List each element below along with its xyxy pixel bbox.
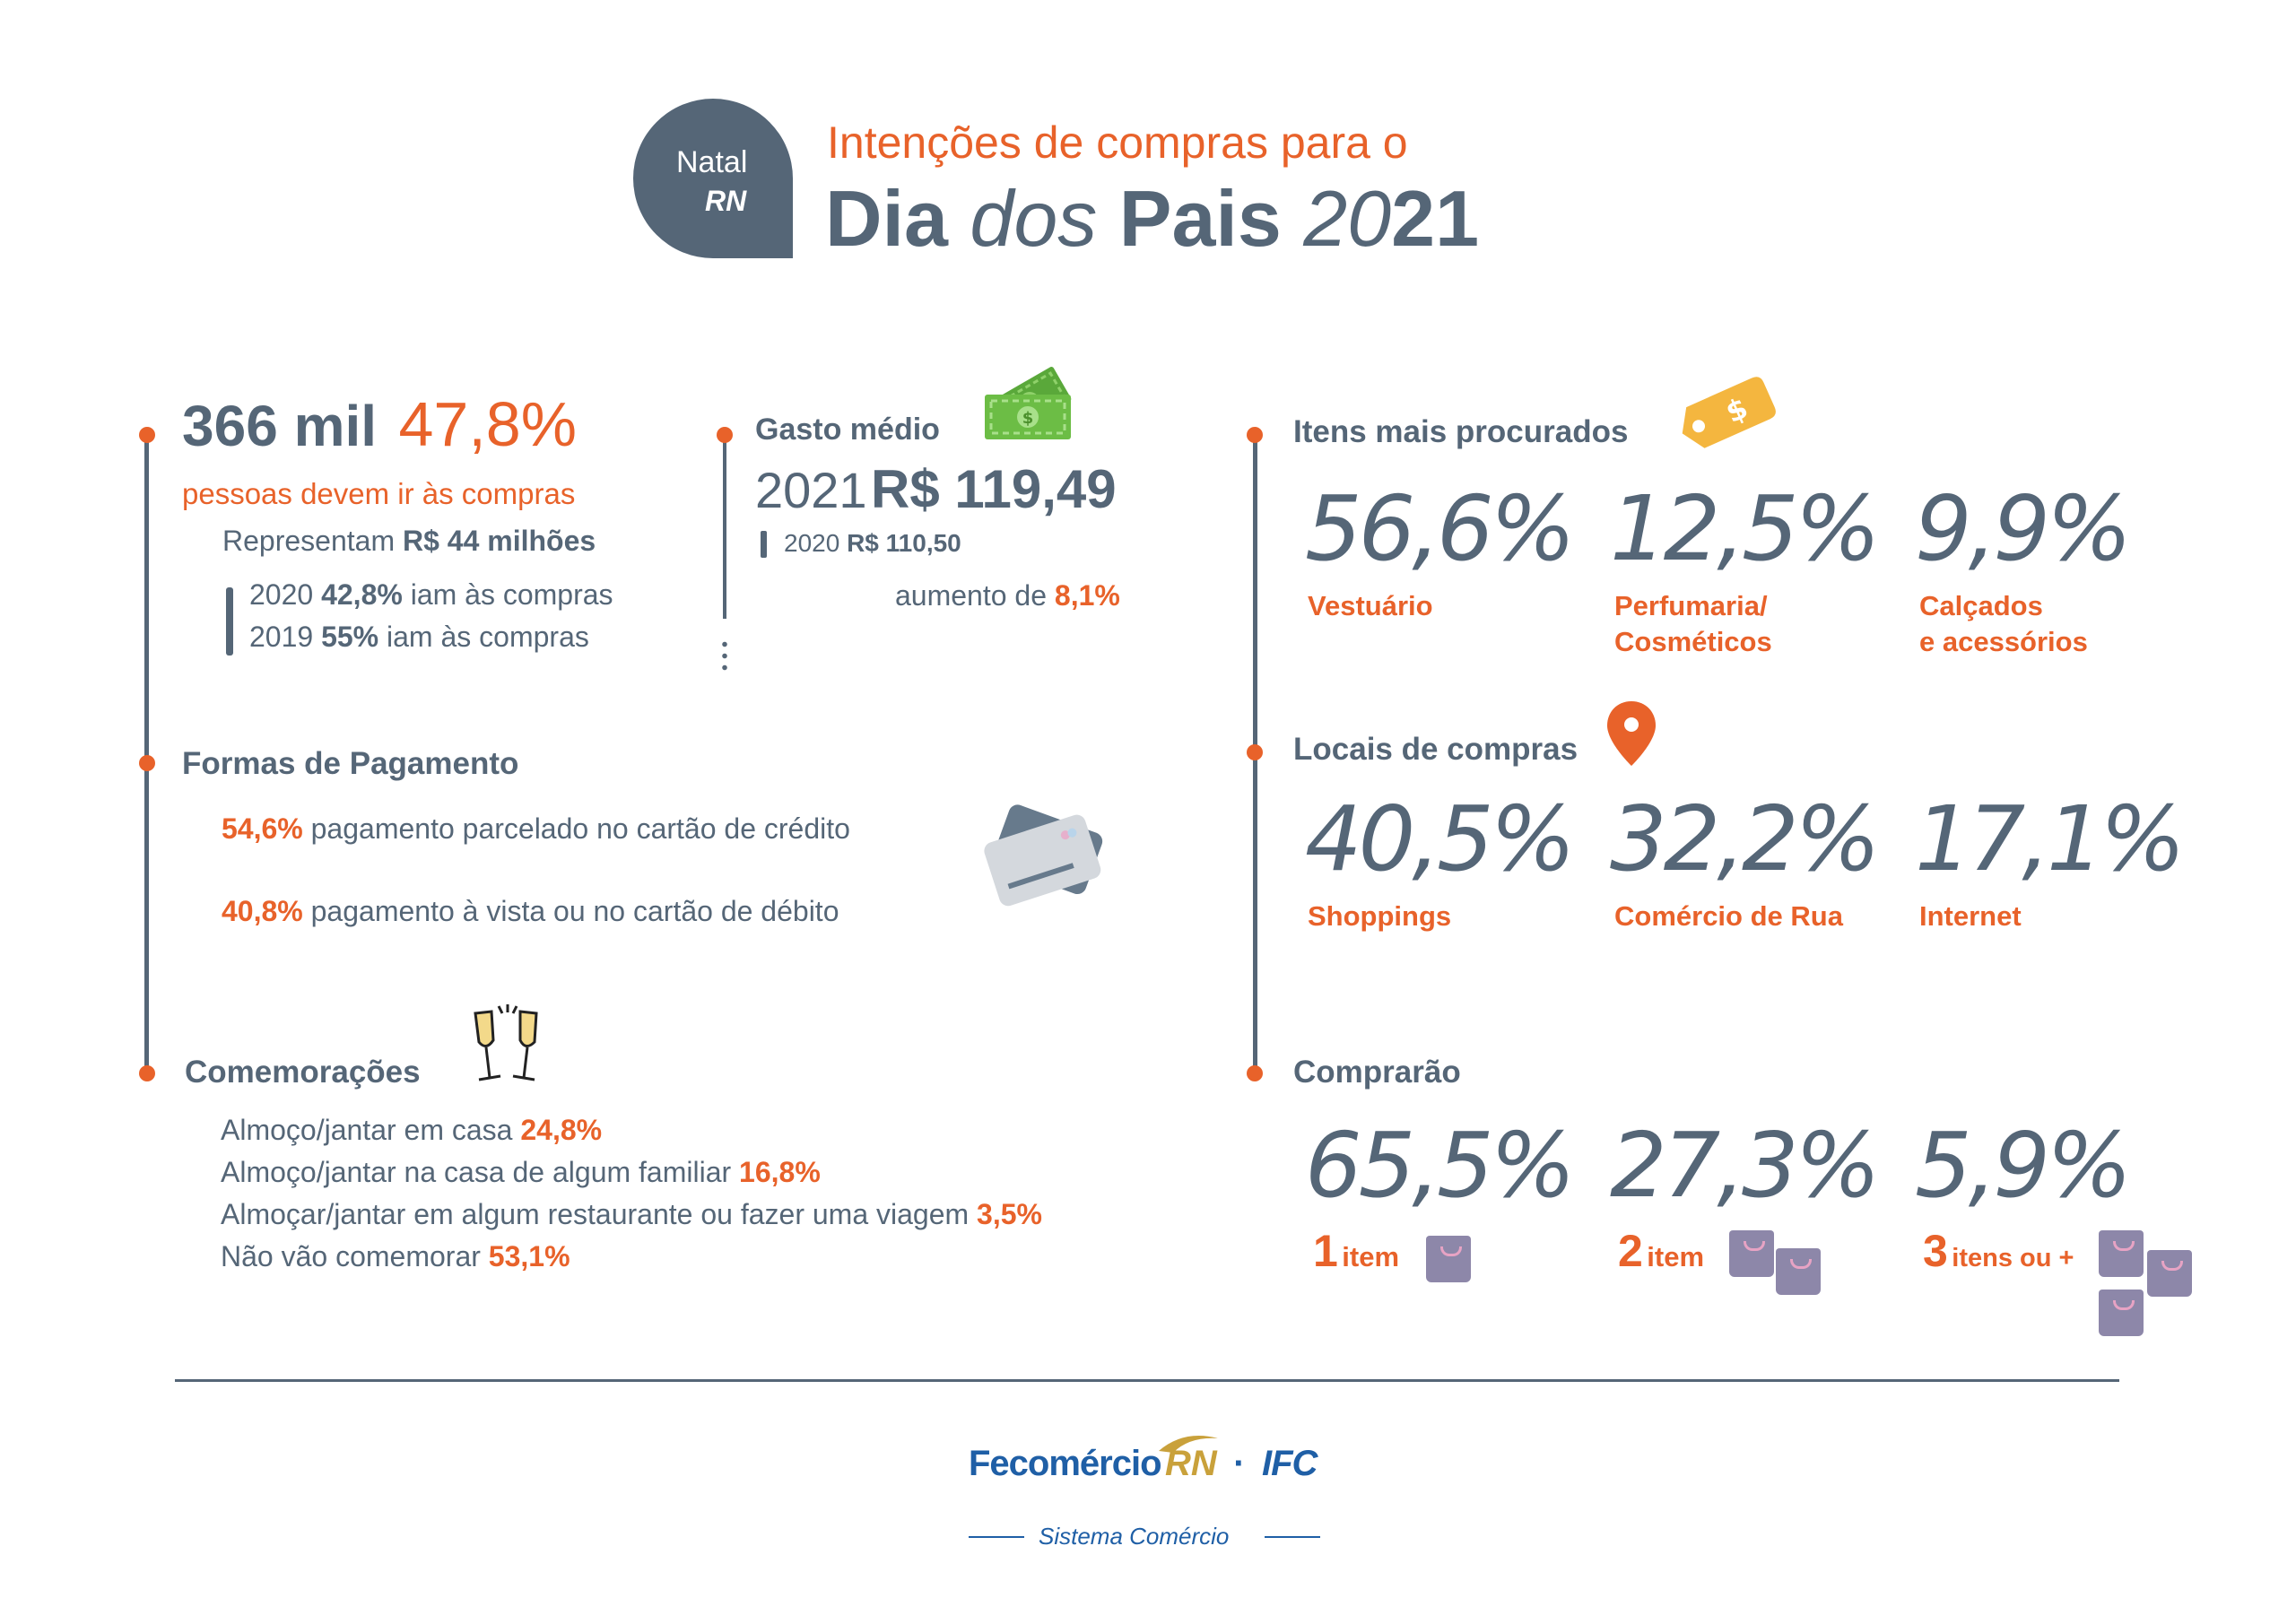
celebration-item: Almoço/jantar na casa de algum familiar … — [221, 1156, 821, 1188]
tagline-line-right — [1265, 1536, 1320, 1538]
items-label: Vestuário — [1308, 590, 1433, 621]
places-pct: 40,5% — [1305, 786, 1576, 891]
people-count: 366 mil — [182, 394, 378, 458]
items-pct: 12,5% — [1610, 476, 1881, 581]
buy-pct: 5,9% — [1915, 1113, 2132, 1218]
city-badge: Natal RN — [633, 99, 793, 258]
timeline-dot — [1247, 1065, 1263, 1081]
buy-label: 1 item — [1313, 1226, 1400, 1276]
logo-separator: · — [1233, 1444, 1246, 1483]
shopping-bag-icon — [1729, 1230, 1774, 1277]
items-title: Itens mais procurados — [1293, 414, 1629, 449]
history-2019: 2019 55% iam às compras — [249, 621, 589, 653]
people-represent: Representam R$ 44 milhões — [222, 525, 596, 557]
celebration-item: Almoço/jantar em casa 24,8% — [221, 1114, 603, 1146]
spend-timeline-dots — [722, 638, 727, 674]
buy-title: Comprarão — [1293, 1055, 1461, 1090]
timeline-dot — [139, 427, 155, 443]
page-title: Dia dos Pais 2021 — [825, 174, 1480, 263]
location-pin-icon — [1605, 699, 1657, 772]
footer-divider — [175, 1379, 2119, 1382]
timeline-dot — [139, 1065, 155, 1081]
items-label: Calçados e acessórios — [1919, 590, 2088, 657]
tagline-line-left — [969, 1536, 1024, 1538]
payment-item: 54,6% pagamento parcelado no cartão de c… — [222, 812, 850, 845]
places-title: Locais de compras — [1293, 732, 1578, 767]
items-pct: 9,9% — [1915, 476, 2132, 581]
shopping-bag-icon — [2099, 1230, 2144, 1277]
timeline-dot — [139, 755, 155, 771]
people-headline: 366 mil 47,8% — [182, 393, 577, 456]
timeline-dot — [717, 427, 733, 443]
credit-card-icon — [976, 789, 1110, 928]
timeline-dot — [1247, 744, 1263, 760]
page-subtitle: Intenções de compras para o — [827, 117, 1408, 168]
shopping-bag-icon — [1776, 1248, 1821, 1295]
footer-tagline: Sistema Comércio — [1039, 1523, 1230, 1550]
places-pct: 32,2% — [1610, 786, 1881, 891]
buy-label: 3 itens ou + — [1923, 1226, 2074, 1276]
svg-text:$: $ — [1022, 409, 1034, 428]
champagne-glasses-icon — [466, 1004, 547, 1099]
people-caption: pessoas devem ir às compras — [182, 477, 576, 510]
timeline-dot — [1247, 427, 1263, 443]
items-label: Perfumaria/ Cosméticos — [1614, 590, 1772, 657]
spend-increase: aumento de 8,1% — [895, 579, 1120, 612]
shopping-bag-icon — [1426, 1236, 1471, 1282]
spend-title: Gasto médio — [755, 413, 940, 447]
celebrations-title: Comemorações — [185, 1055, 421, 1090]
spend-2021: 2021 R$ 119,49 — [755, 459, 1117, 519]
buy-label: 2 item — [1618, 1226, 1705, 1276]
badge-state: RN — [705, 185, 747, 217]
places-label: Shoppings — [1308, 900, 1452, 932]
badge-city: Natal — [676, 145, 748, 179]
people-percent: 47,8% — [398, 389, 577, 459]
price-tag-icon: $ — [1672, 360, 1797, 455]
buy-pct: 65,5% — [1305, 1113, 1576, 1218]
spend-timeline-line — [723, 439, 726, 619]
payment-title: Formas de Pagamento — [182, 746, 519, 781]
money-icon: $ — [979, 357, 1080, 451]
fecomercio-logo-text: Fecomércio — [969, 1444, 1162, 1483]
buy-pct: 27,3% — [1610, 1113, 1881, 1218]
shopping-bag-icon — [2147, 1250, 2192, 1297]
places-label: Internet — [1919, 900, 2022, 932]
celebration-item: Almoçar/jantar em algum restaurante ou f… — [221, 1198, 1042, 1230]
history-2020: 2020 42,8% iam às compras — [249, 578, 613, 611]
items-pct: 56,6% — [1305, 476, 1576, 581]
shopping-bag-icon — [2099, 1290, 2144, 1336]
logo-swoosh-icon — [1157, 1433, 1220, 1459]
spend-2020: 2020 R$ 110,50 — [784, 529, 961, 557]
ifc-logo-text: IFC — [1262, 1444, 1318, 1483]
payment-item: 40,8% pagamento à vista ou no cartão de … — [222, 895, 839, 927]
history-bar — [226, 587, 233, 656]
footer-logo: Fecomércio RN · IFC — [969, 1444, 1318, 1483]
spend-2020-bar — [761, 531, 767, 558]
places-label: Comércio de Rua — [1614, 900, 1843, 932]
celebration-item: Não vão comemorar 53,1% — [221, 1240, 570, 1272]
places-pct: 17,1% — [1915, 786, 2186, 891]
